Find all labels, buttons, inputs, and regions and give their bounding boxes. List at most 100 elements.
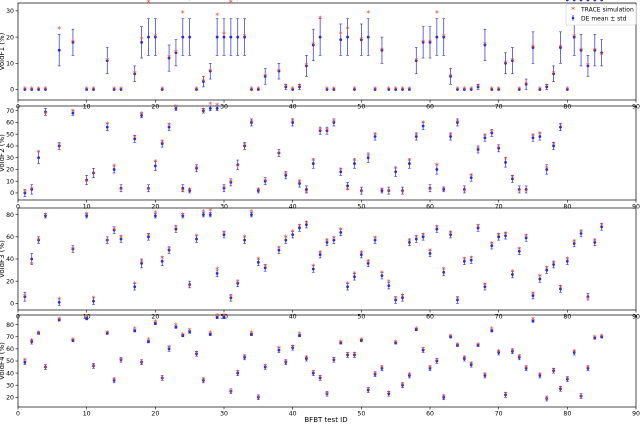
trace-point: * [291, 117, 295, 126]
de-mean-point [414, 59, 418, 63]
de-mean-point [147, 35, 150, 39]
de-mean-point [291, 346, 295, 350]
trace-point: * [71, 38, 75, 47]
de-mean-point [353, 275, 356, 279]
de-mean-point [524, 188, 528, 191]
de-mean-point [373, 238, 377, 242]
trace-point: * [579, 0, 583, 2]
de-mean-point [442, 35, 446, 39]
de-mean-point [85, 178, 89, 182]
de-mean-point [215, 316, 219, 319]
trace-point: * [284, 234, 288, 243]
de-mean-point [202, 213, 205, 217]
trace-point: * [586, 0, 590, 2]
trace-point: * [71, 107, 75, 116]
trace-point: * [380, 269, 384, 278]
trace-point: * [456, 296, 460, 305]
y-tick-label: 20 [6, 278, 14, 285]
trace-point: * [188, 326, 192, 335]
de-mean-point [243, 35, 247, 39]
de-mean-point [531, 294, 535, 297]
de-mean-point [112, 88, 116, 91]
de-mean-point [497, 235, 501, 239]
trace-point: * [538, 272, 542, 281]
trace-point: * [394, 296, 398, 305]
de-mean-point [37, 156, 40, 160]
trace-point: * [195, 349, 199, 358]
de-mean-point [174, 325, 178, 329]
trace-point: * [119, 234, 123, 243]
trace-point: * [291, 343, 295, 352]
x-tick-label: 50 [357, 314, 365, 321]
de-mean-point [586, 64, 590, 68]
de-mean-point [332, 238, 336, 242]
x-tick-label: 40 [289, 204, 297, 211]
trace-point: * [332, 118, 336, 127]
de-mean-point [401, 383, 404, 387]
trace-point: * [160, 255, 164, 264]
de-mean-point [504, 61, 507, 65]
trace-point: * [572, 238, 576, 247]
trace-point: * [359, 35, 363, 44]
de-mean-point [167, 347, 171, 351]
trace-point: * [229, 293, 233, 302]
de-mean-point [565, 377, 569, 381]
de-mean-point [428, 252, 432, 255]
de-mean-point [497, 351, 501, 354]
de-mean-point [359, 253, 363, 256]
x-tick-label: 50 [357, 411, 365, 418]
trace-point: * [250, 85, 254, 94]
trace-point: * [435, 9, 439, 18]
trace-point: * [442, 266, 446, 275]
trace-point: * [373, 131, 377, 140]
trace-point: * [325, 85, 329, 94]
de-mean-point [545, 168, 549, 171]
trace-point: * [435, 357, 439, 366]
trace-point: * [545, 82, 549, 91]
x-tick-label: 10 [83, 204, 91, 211]
de-mean-point [112, 228, 116, 232]
de-mean-point [30, 257, 34, 261]
trace-point: * [346, 280, 350, 289]
de-mean-point [442, 188, 446, 191]
trace-point: * [318, 126, 322, 135]
trace-point: * [462, 85, 466, 94]
trace-point: * [497, 231, 501, 240]
de-mean-point [380, 189, 384, 193]
trace-point: * [408, 237, 412, 246]
trace-point: * [298, 330, 302, 339]
trace-point: * [195, 85, 199, 94]
de-mean-point [490, 244, 494, 248]
de-mean-point [195, 88, 198, 91]
panel-frame [17, 207, 637, 311]
trace-point: * [140, 258, 144, 267]
de-mean-point [222, 233, 226, 237]
de-mean-point [490, 329, 494, 333]
y-axis-label: VoidF4 (%) [0, 342, 6, 380]
trace-point: * [85, 85, 89, 94]
trace-point: * [277, 67, 281, 76]
x-tick-label: 10 [83, 314, 91, 321]
trace-point: * [586, 295, 590, 304]
trace-point: * [401, 189, 405, 198]
de-mean-point [30, 340, 34, 344]
x-tick-label: 20 [151, 314, 159, 321]
de-mean-point [456, 121, 459, 124]
de-mean-point [229, 389, 233, 393]
trace-point: * [263, 363, 267, 372]
trace-point: * [174, 103, 178, 112]
de-mean-point [133, 329, 137, 333]
trace-point: * [428, 247, 432, 256]
trace-point: * [511, 347, 515, 356]
trace-point: * [215, 12, 219, 21]
de-mean-point [359, 189, 363, 193]
de-mean-point [380, 366, 384, 370]
de-mean-point [311, 371, 315, 375]
trace-point: * [545, 164, 549, 173]
de-mean-point [85, 317, 89, 321]
trace-point: * [325, 237, 329, 246]
de-mean-point [401, 296, 404, 300]
de-mean-point [414, 237, 418, 241]
trace-point: * [243, 33, 247, 42]
de-mean-point [497, 88, 501, 91]
